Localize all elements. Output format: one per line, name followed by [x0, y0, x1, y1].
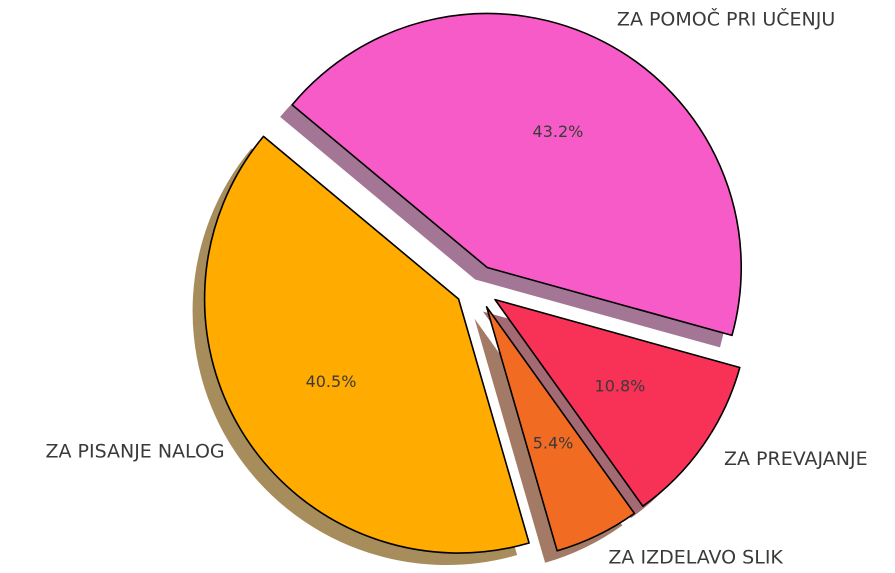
slice-label: ZA IZDELAVO SLIK	[608, 547, 783, 569]
pie-slice	[291, 12, 743, 337]
slice-label: ZA POMOČ PRI UČENJU	[617, 7, 835, 31]
percent-label: 40.5%	[306, 372, 357, 391]
percent-label: 43.2%	[533, 122, 584, 141]
percent-label: 10.8%	[595, 376, 646, 395]
percent-label: 5.4%	[533, 433, 574, 452]
slice-label: ZA PISANJE NALOG	[45, 440, 224, 462]
slice-label: ZA PREVAJANJE	[724, 448, 868, 470]
pie-slice	[203, 135, 530, 554]
pie-slice	[494, 298, 741, 507]
pie-slice	[485, 305, 636, 552]
